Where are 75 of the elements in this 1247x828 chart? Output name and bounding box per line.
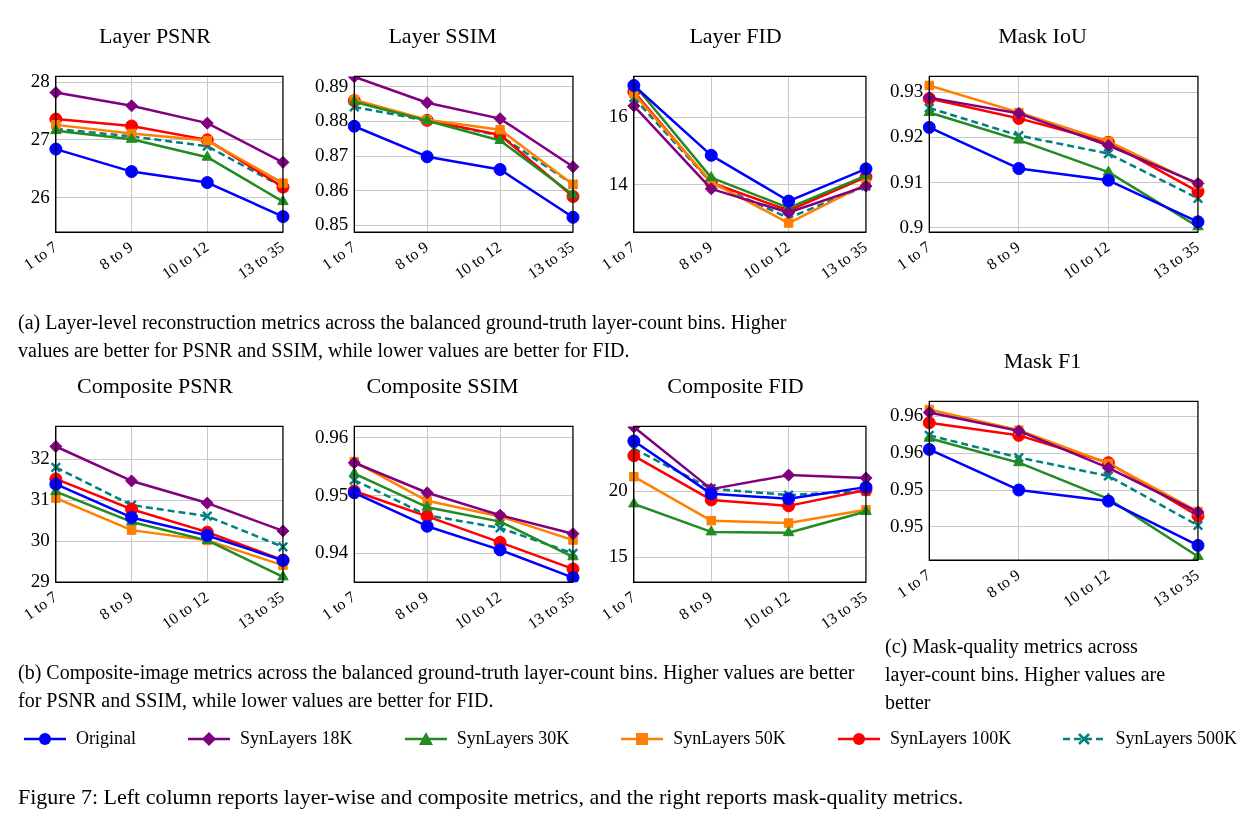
x-tick-label: 10 to 12 — [451, 588, 505, 633]
x-tick-label: 8 to 9 — [675, 588, 716, 623]
chart-title: Mask F1 — [1003, 347, 1082, 373]
y-tick-label: 0.91 — [890, 170, 924, 192]
x-tick-label: 13 to 35 — [1149, 238, 1203, 283]
x-tick-label: 1 to 7 — [318, 588, 359, 623]
x-tick-label: 10 to 12 — [1059, 566, 1113, 611]
y-tick-label: 0.96 — [890, 441, 924, 463]
x-tick-label: 13 to 35 — [234, 238, 288, 283]
caption: Figure 7: Left column reports layer-wise and composite metrics, and the right reports mask-quality metrics. — [18, 783, 965, 811]
y-tick-label: 32 — [30, 447, 50, 469]
y-tick-label: 0.92 — [890, 125, 924, 147]
x-tick-label: 8 to 9 — [675, 238, 716, 273]
y-tick-label: 0.94 — [315, 541, 349, 563]
x-tick-label: 13 to 35 — [817, 588, 871, 633]
x-tick-label: 1 to 7 — [318, 238, 359, 273]
x-tick-label: 13 to 35 — [817, 238, 871, 283]
y-tick-label: 28 — [30, 70, 50, 92]
y-tick-label: 0.89 — [315, 74, 349, 96]
y-tick-label: 0.95 — [315, 483, 349, 505]
y-tick-label: 15 — [608, 545, 628, 567]
legend-label: SynLayers 50K — [673, 728, 786, 749]
y-tick-label: 0.85 — [315, 213, 349, 235]
legend-label: SynLayers 500K — [1115, 728, 1237, 749]
y-tick-label: 16 — [608, 105, 628, 127]
legend-label: SynLayers 30K — [456, 728, 570, 749]
chart-title: Layer FID — [689, 22, 782, 48]
x-tick-label: 10 to 12 — [451, 238, 505, 283]
y-tick-label: 0.95 — [890, 478, 924, 500]
chart-title: Mask IoU — [998, 22, 1087, 48]
x-tick-label: 1 to 7 — [893, 238, 934, 273]
chart-title: Layer SSIM — [388, 22, 497, 48]
y-tick-label: 26 — [30, 185, 50, 207]
chart-title: Composite FID — [667, 372, 804, 398]
y-tick-label: 0.86 — [315, 178, 349, 200]
y-tick-label: 14 — [608, 172, 629, 194]
x-tick-label: 10 to 12 — [740, 238, 793, 283]
x-tick-label: 8 to 9 — [96, 588, 136, 623]
legend-label: SynLayers 18K — [240, 728, 353, 749]
legend-label: SynLayers 100K — [889, 728, 1012, 749]
y-tick-label: 0.95 — [890, 514, 924, 536]
x-tick-label: 8 to 9 — [391, 238, 432, 273]
y-tick-label: 0.88 — [315, 109, 349, 131]
y-tick-label: 0.87 — [315, 144, 349, 166]
y-tick-label: 27 — [30, 127, 50, 149]
y-tick-label: 0.93 — [890, 80, 924, 102]
x-tick-label: 1 to 7 — [20, 238, 60, 273]
x-tick-label: 13 to 35 — [524, 588, 578, 633]
x-tick-label: 13 to 35 — [524, 238, 578, 283]
x-tick-label: 8 to 9 — [983, 566, 1023, 601]
y-tick-label: 31 — [30, 488, 50, 510]
x-tick-label: 10 to 12 — [158, 238, 212, 283]
x-tick-label: 8 to 9 — [391, 588, 432, 623]
y-tick-label: 20 — [608, 479, 628, 501]
x-tick-label: 13 to 35 — [234, 588, 288, 633]
text: (b) Composite-image metrics across the balanced ground-truth layer-count bins. Higher values are better for PSNR and SSIM, while lower values are better for FID. — [18, 660, 856, 713]
x-tick-label: 8 to 9 — [983, 238, 1023, 273]
y-tick-label: 0.9 — [899, 215, 924, 237]
y-tick-label: 30 — [30, 529, 50, 551]
x-tick-label: 8 to 9 — [96, 238, 136, 273]
text: (c) Mask-quality metrics across layer-count bins. Higher values are better — [885, 634, 1167, 715]
chart-title: Layer PSNR — [99, 22, 212, 48]
x-tick-label: 1 to 7 — [598, 238, 638, 273]
x-tick-label: 10 to 12 — [1059, 238, 1113, 283]
x-tick-label: 10 to 12 — [158, 588, 212, 633]
text: (a) Layer-level reconstruction metrics across the balanced ground-truth layer-count bins. Higher values are better for PSNR and SSIM, while lower values are better for FID. — [18, 310, 788, 363]
y-tick-label: 0.96 — [890, 404, 924, 426]
x-tick-label: 1 to 7 — [893, 566, 934, 601]
chart-title: Composite PSNR — [77, 372, 234, 398]
legend-label: Original — [76, 728, 136, 749]
y-tick-label: 0.96 — [315, 425, 349, 447]
x-tick-label: 10 to 12 — [740, 588, 793, 633]
chart-title: Composite SSIM — [366, 372, 519, 398]
x-tick-label: 1 to 7 — [598, 588, 638, 623]
x-tick-label: 13 to 35 — [1149, 566, 1203, 611]
